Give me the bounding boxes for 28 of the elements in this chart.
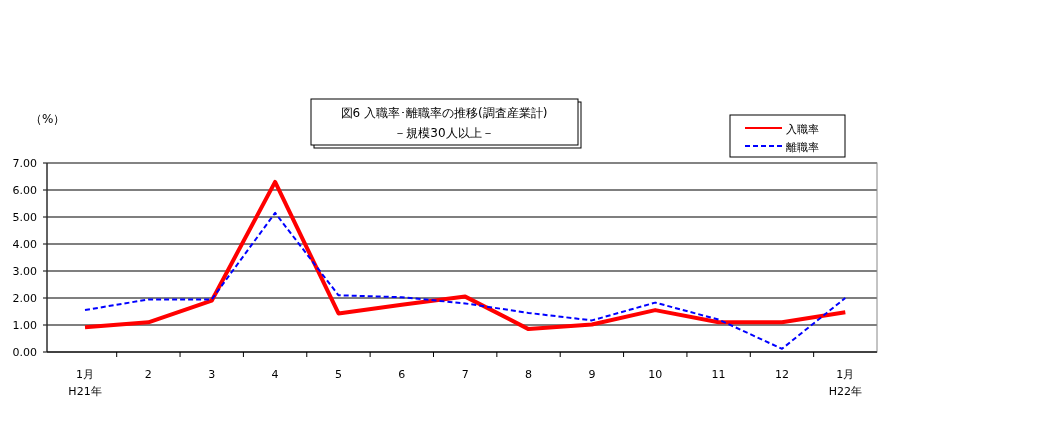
x-tick-label: 8 xyxy=(525,368,533,381)
y-tick-label: 1.00 xyxy=(12,319,37,332)
y-tick-label: 6.00 xyxy=(12,184,37,197)
x-tick-label: 11 xyxy=(711,368,726,381)
x-tick-label: 12 xyxy=(774,368,789,381)
y-axis-title: （%） xyxy=(30,112,66,126)
y-tick-label: 2.00 xyxy=(12,292,37,305)
y-tick-label: 3.00 xyxy=(12,265,37,278)
line-series xyxy=(84,211,847,350)
y-tick-label: 0.00 xyxy=(12,346,37,359)
x-tick-label: 5 xyxy=(334,368,342,381)
x-tick-label: 1月 H22年 xyxy=(828,368,862,398)
x-tick-label: 6 xyxy=(398,368,406,381)
x-tick-label: 2 xyxy=(144,368,152,381)
legend-label: 離職率 xyxy=(786,141,819,154)
legend-label: 入職率 xyxy=(786,123,819,136)
chart-title: 図6 入職率･離職率の推移(調査産業計) xyxy=(340,106,548,120)
x-tick-label: 7 xyxy=(461,368,469,381)
chart-subtitle: －規模30人以上－ xyxy=(394,126,494,140)
y-tick-label: 4.00 xyxy=(12,238,37,251)
x-tick-label: 9 xyxy=(588,368,596,381)
x-tick-label: 1月 H21年 xyxy=(68,368,102,398)
y-tick-label: 5.00 xyxy=(12,211,37,224)
x-tick-label: 10 xyxy=(648,368,663,381)
x-tick-label: 3 xyxy=(208,368,216,381)
x-tick-label: 4 xyxy=(271,368,279,381)
line-series xyxy=(83,179,848,332)
y-tick-label: 7.00 xyxy=(12,157,37,170)
